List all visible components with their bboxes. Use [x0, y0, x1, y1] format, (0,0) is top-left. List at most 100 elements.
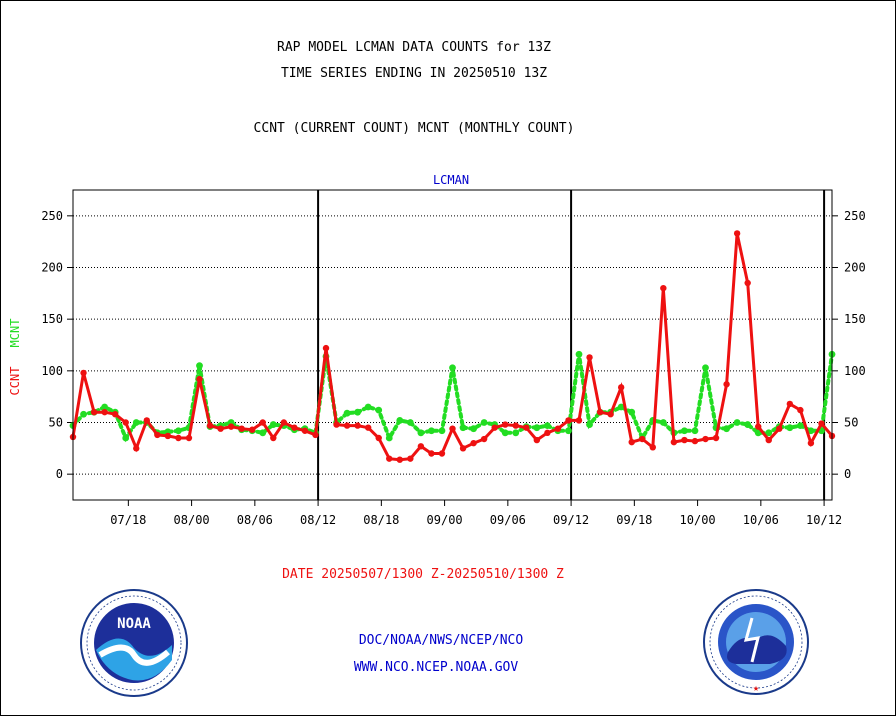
ccnt-point	[343, 422, 351, 429]
mcnt-point	[807, 427, 815, 435]
mcnt-point	[681, 427, 688, 435]
x-tick-label: 09/00	[427, 513, 463, 527]
ccnt-point	[480, 435, 488, 443]
ccnt-point	[259, 419, 266, 426]
ccnt-point	[723, 381, 730, 388]
ccnt-point	[111, 411, 119, 418]
mcnt-point	[269, 421, 277, 428]
ccnt-point	[786, 400, 794, 408]
ccnt-point	[291, 424, 298, 431]
mcnt-point	[406, 419, 414, 426]
ccnt-point	[649, 444, 656, 451]
ccnt-point	[533, 436, 541, 444]
mcnt-point	[459, 424, 467, 432]
mcnt-point	[765, 429, 773, 437]
ccnt-point	[438, 450, 446, 457]
y-tick-label-right: 50	[844, 416, 858, 430]
ccnt-point	[639, 435, 646, 443]
ccnt-point	[280, 419, 288, 426]
ccnt-point	[312, 431, 319, 439]
series-layer	[69, 230, 836, 463]
y-tick-label-right: 200	[844, 261, 866, 275]
chart-title-line1: RAP MODEL LCMAN DATA COUNTS for 13Z	[277, 40, 551, 55]
mcnt-point	[691, 427, 699, 435]
ccnt-point	[396, 456, 403, 463]
ccnt-point	[133, 445, 140, 452]
ccnt-point	[238, 425, 245, 432]
ccnt-point	[554, 425, 562, 432]
ccnt-point	[596, 408, 604, 416]
y-tick-layer: 0 0 50 50 100 100 150 150 200 200 250 250	[41, 209, 865, 481]
ccnt-point	[185, 434, 193, 442]
ccnt-point	[617, 384, 625, 391]
ccnt-point	[712, 434, 720, 442]
ccnt-point	[776, 425, 783, 432]
mcnt-point	[428, 427, 435, 435]
y-tick-label-left: 150	[41, 312, 63, 326]
ccnt-point	[364, 424, 372, 431]
y-tick-label-left: 200	[41, 261, 63, 275]
nws-star-icon: ★	[753, 683, 759, 694]
ccnt-point	[164, 432, 172, 440]
chart-subtitle: CCNT (CURRENT COUNT) MCNT (MONTHLY COUNT…	[254, 121, 575, 136]
y-tick-label-left: 0	[56, 467, 63, 481]
y-tick-label-right: 100	[844, 364, 866, 378]
x-tick-label: 10/12	[806, 513, 842, 527]
url-line: WWW.NCO.NCEP.NOAA.GOV	[354, 660, 519, 675]
ccnt-point	[502, 421, 509, 428]
ccnt-point	[122, 419, 129, 426]
mcnt-point	[175, 427, 182, 435]
ccnt-point	[470, 439, 477, 447]
mcnt-point	[512, 429, 520, 437]
ccnt-point	[660, 284, 667, 292]
mcnt-point	[364, 403, 372, 411]
ccnt-point	[175, 434, 182, 442]
ccnt-point	[417, 443, 425, 450]
mcnt-point	[586, 421, 593, 428]
ccnt-point	[797, 406, 804, 414]
ccnt-point	[217, 425, 224, 432]
mcnt-point	[723, 425, 730, 433]
ccnt-point	[755, 423, 762, 430]
ccnt-point	[375, 434, 382, 442]
mcnt-point	[628, 408, 636, 416]
nws-logo: ★	[703, 589, 809, 695]
ccnt-point	[702, 435, 709, 443]
ccnt-point	[565, 417, 572, 424]
ccnt-point	[196, 375, 203, 383]
ccnt-point	[807, 439, 815, 447]
ccnt-point	[765, 436, 772, 444]
y-tick-label-right: 150	[844, 312, 866, 326]
x-tick-layer: 07/18 08/00 08/06 08/12 08/18 09/00 09/06 09/12…	[110, 500, 842, 527]
plot-border	[72, 189, 833, 501]
noaa-logo-text: NOAA	[117, 616, 151, 632]
mcnt-point	[744, 421, 752, 428]
ccnt-point	[586, 354, 593, 361]
mcnt-point	[575, 350, 583, 358]
y-tick-label-right: 250	[844, 209, 866, 223]
mcnt-point	[343, 409, 351, 417]
ccnt-point	[607, 411, 614, 418]
y-tick-label-left: 50	[49, 416, 63, 430]
x-tick-label: 09/06	[490, 513, 526, 527]
ccnt-point	[80, 369, 87, 377]
ccnt-point	[333, 421, 340, 428]
plot-title: LCMAN	[433, 173, 469, 187]
ccnt-point	[628, 438, 635, 446]
ccnt-point	[90, 408, 98, 416]
ccnt-point	[733, 230, 741, 237]
ccnt-point	[449, 425, 456, 432]
mcnt-point	[196, 362, 203, 370]
x-tick-label: 08/18	[363, 513, 399, 527]
y-tick-label-left: 250	[41, 209, 63, 223]
noaa-logo: NOAA	[80, 589, 188, 697]
ccnt-point	[101, 408, 108, 416]
mcnt-point	[501, 429, 509, 437]
mcnt-point	[702, 364, 709, 372]
mcnt-point	[617, 403, 625, 411]
mcnt-point	[733, 419, 741, 426]
ccnt-point	[818, 420, 825, 427]
ccnt-point	[249, 426, 256, 433]
mcnt-point	[417, 429, 425, 437]
